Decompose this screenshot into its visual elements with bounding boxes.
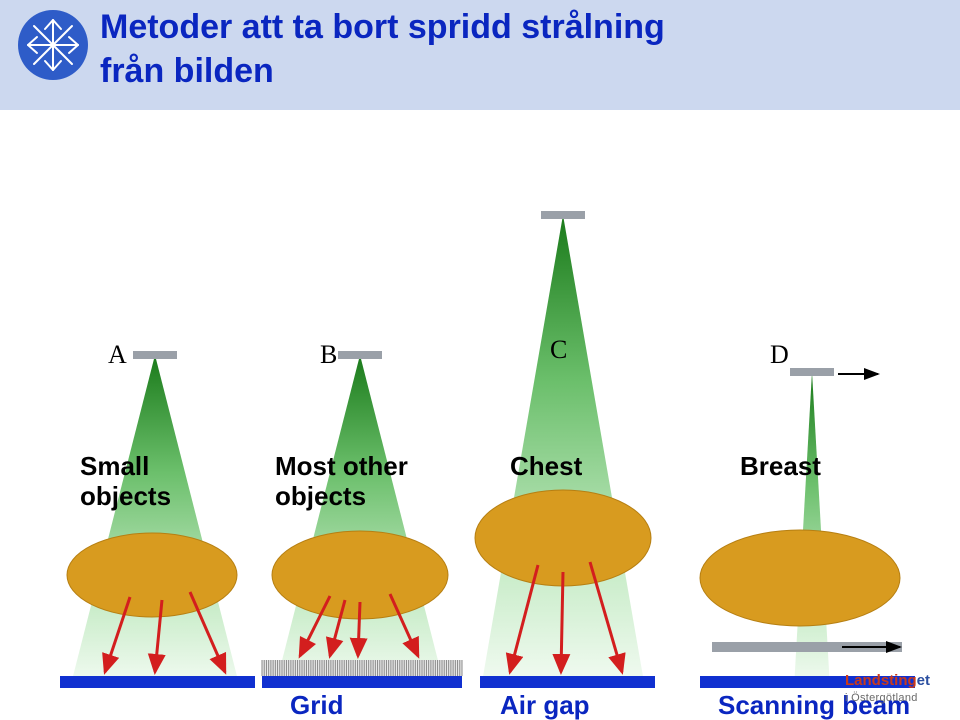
detector-C bbox=[480, 676, 655, 688]
beam-cone-A bbox=[70, 355, 240, 688]
method-B bbox=[262, 351, 462, 688]
method-D bbox=[700, 368, 915, 688]
cat-A: Small objects bbox=[80, 452, 171, 512]
patient-ellipse-A bbox=[67, 533, 237, 617]
letter-D: D bbox=[770, 340, 789, 370]
label-airgap: Air gap bbox=[500, 690, 590, 720]
letter-C: C bbox=[550, 335, 567, 365]
detector-A bbox=[60, 676, 255, 688]
detector-B bbox=[262, 676, 462, 688]
source-C bbox=[541, 211, 585, 219]
letter-A: A bbox=[108, 340, 127, 370]
scatter-arrow bbox=[358, 602, 360, 656]
antiscatter-grid bbox=[262, 660, 462, 676]
patient-ellipse-C bbox=[475, 490, 651, 586]
cat-D: Breast bbox=[740, 452, 821, 482]
method-A bbox=[60, 351, 255, 688]
source-A bbox=[133, 351, 177, 359]
source-D bbox=[790, 368, 834, 376]
slide: Metoder att ta bort spridd strålning frå… bbox=[0, 0, 960, 720]
cat-B: Most other objects bbox=[275, 452, 408, 512]
patient-ellipse-D bbox=[700, 530, 900, 626]
diagram bbox=[0, 0, 960, 720]
label-grid: Grid bbox=[290, 690, 343, 720]
source-B bbox=[338, 351, 382, 359]
scatter-arrow bbox=[561, 572, 563, 672]
letter-B: B bbox=[320, 340, 337, 370]
cat-C: Chest bbox=[510, 452, 582, 482]
footer-logo: Landstinget i Östergötland bbox=[845, 672, 930, 704]
method-C bbox=[475, 211, 655, 688]
